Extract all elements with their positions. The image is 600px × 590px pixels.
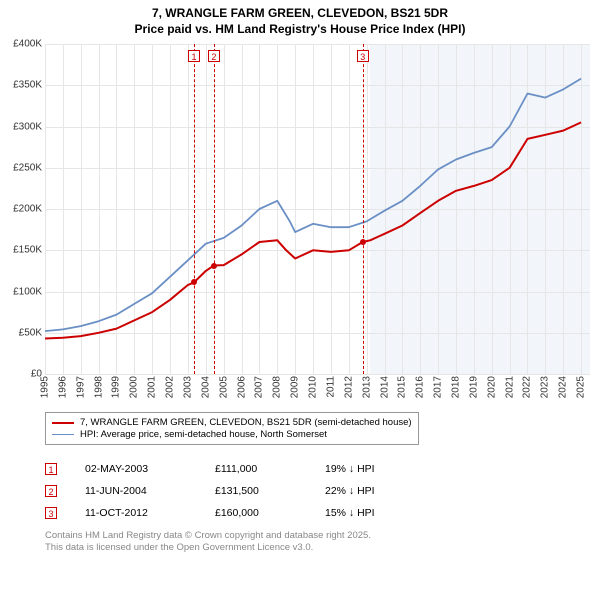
attribution-footer: Contains HM Land Registry data © Crown c… [45,530,371,555]
transaction-row: 2 11-JUN-2004£131,50022% ↓ HPI [45,480,425,502]
x-axis-tick-label: 2021 [504,376,515,398]
x-axis-tick-label: 2005 [218,376,229,398]
y-axis-tick-label: £200K [13,204,42,215]
x-axis-tick-label: 2015 [397,376,408,398]
plot-area: £0£50K£100K£150K£200K£250K£300K£350K£400… [45,44,590,374]
x-axis-tick-label: 2020 [486,376,497,398]
transaction-date: 02-MAY-2003 [85,463,215,475]
y-axis-tick-label: £400K [13,39,42,50]
y-axis-tick-label: £300K [13,121,42,132]
x-axis-tick-label: 2023 [540,376,551,398]
x-axis-tick-label: 2024 [558,376,569,398]
y-axis-tick-label: £350K [13,80,42,91]
transaction-date: 11-JUN-2004 [85,485,215,497]
x-axis-tick-label: 2017 [433,376,444,398]
x-axis-tick-label: 1995 [40,376,51,398]
x-axis-tick-label: 2002 [165,376,176,398]
legend-item: HPI: Average price, semi-detached house,… [52,429,412,440]
legend-label: HPI: Average price, semi-detached house,… [80,429,327,440]
x-axis-tick-label: 2022 [522,376,533,398]
legend-swatch [52,434,74,436]
footer-line-2: This data is licensed under the Open Gov… [45,542,371,554]
legend-label: 7, WRANGLE FARM GREEN, CLEVEDON, BS21 5D… [80,417,412,428]
x-axis-tick-label: 2008 [272,376,283,398]
sale-marker-dot [360,239,366,245]
y-axis-tick-label: £150K [13,245,42,256]
sale-marker-label: 1 [188,50,200,62]
x-axis-tick-label: 2012 [343,376,354,398]
sale-marker-label: 2 [208,50,220,62]
x-axis-tick-label: 2016 [415,376,426,398]
title-line-2: Price paid vs. HM Land Registry's House … [0,22,600,38]
x-axis-tick-label: 2000 [129,376,140,398]
x-axis-tick-label: 1998 [93,376,104,398]
x-axis-tick-label: 2004 [200,376,211,398]
x-axis-tick-label: 2025 [576,376,587,398]
legend: 7, WRANGLE FARM GREEN, CLEVEDON, BS21 5D… [45,412,419,445]
sale-marker-label: 3 [357,50,369,62]
transaction-row: 3 11-OCT-2012£160,00015% ↓ HPI [45,502,425,524]
transaction-vs-hpi: 22% ↓ HPI [325,485,425,497]
x-axis-tick-label: 1999 [111,376,122,398]
sale-marker-line [363,44,364,374]
x-axis-tick-label: 2001 [147,376,158,398]
transaction-marker-ref: 3 [45,507,57,519]
transaction-date: 11-OCT-2012 [85,507,215,519]
series-hpi [45,79,581,332]
transaction-marker-ref: 2 [45,485,57,497]
transaction-price: £131,500 [215,485,325,497]
x-axis-tick-label: 2009 [290,376,301,398]
transaction-price: £160,000 [215,507,325,519]
x-axis-tick-label: 2006 [236,376,247,398]
title-line-1: 7, WRANGLE FARM GREEN, CLEVEDON, BS21 5D… [0,6,600,22]
legend-item: 7, WRANGLE FARM GREEN, CLEVEDON, BS21 5D… [52,417,412,428]
transactions-table: 1 02-MAY-2003£111,00019% ↓ HPI 2 11-JUN-200… [45,458,425,524]
series-price_paid [45,122,581,338]
x-axis-tick-label: 2003 [182,376,193,398]
transaction-row: 1 02-MAY-2003£111,00019% ↓ HPI [45,458,425,480]
x-axis-tick-label: 2014 [379,376,390,398]
y-axis-tick-label: £100K [13,286,42,297]
x-axis-tick-label: 2019 [468,376,479,398]
x-axis-tick-label: 1996 [57,376,68,398]
sale-marker-line [194,44,195,374]
transaction-vs-hpi: 15% ↓ HPI [325,507,425,519]
line-series-svg [45,44,590,374]
footer-line-1: Contains HM Land Registry data © Crown c… [45,530,371,542]
x-axis-tick-label: 2011 [325,376,336,398]
x-axis-tick-label: 2007 [254,376,265,398]
sale-marker-line [214,44,215,374]
x-axis-tick-label: 2018 [450,376,461,398]
x-axis-tick-label: 2010 [308,376,319,398]
transaction-marker-ref: 1 [45,463,57,475]
y-axis-tick-label: £50K [19,327,42,338]
chart-title: 7, WRANGLE FARM GREEN, CLEVEDON, BS21 5D… [0,0,600,37]
transaction-price: £111,000 [215,463,325,475]
x-axis-tick-label: 1997 [75,376,86,398]
x-axis-tick-label: 2013 [361,376,372,398]
y-axis-tick-label: £250K [13,162,42,173]
legend-swatch [52,422,74,424]
transaction-vs-hpi: 19% ↓ HPI [325,463,425,475]
sale-marker-dot [211,263,217,269]
gridline-horizontal [45,374,590,375]
sale-marker-dot [191,279,197,285]
chart-container: 7, WRANGLE FARM GREEN, CLEVEDON, BS21 5D… [0,0,600,590]
